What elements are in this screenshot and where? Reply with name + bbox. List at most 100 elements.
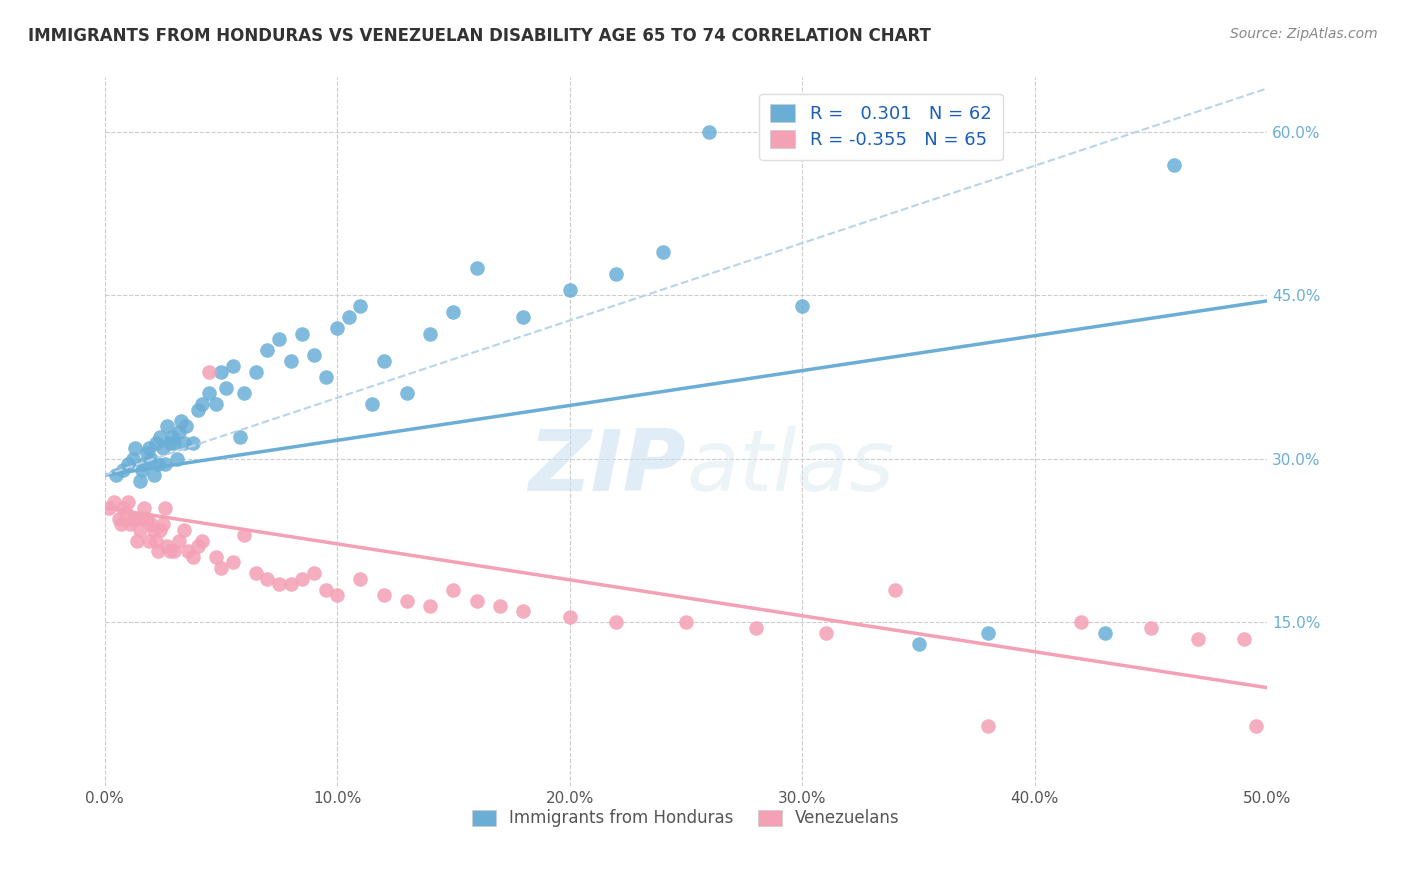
Text: ZIP: ZIP	[529, 425, 686, 508]
Point	[121, 451, 143, 466]
Point	[302, 566, 325, 581]
Point	[134, 500, 156, 515]
Point	[160, 430, 183, 444]
Point	[443, 304, 465, 318]
Point	[142, 468, 165, 483]
Point	[128, 523, 150, 537]
Point	[98, 500, 121, 515]
Point	[145, 435, 167, 450]
Point	[465, 593, 488, 607]
Point	[209, 561, 232, 575]
Point	[373, 353, 395, 368]
Point	[361, 397, 384, 411]
Point	[315, 370, 337, 384]
Point	[124, 441, 146, 455]
Point	[1070, 615, 1092, 630]
Point	[256, 343, 278, 357]
Point	[465, 261, 488, 276]
Point	[256, 572, 278, 586]
Point	[131, 512, 153, 526]
Point	[135, 446, 157, 460]
Point	[167, 533, 190, 548]
Point	[651, 244, 673, 259]
Point	[558, 610, 581, 624]
Point	[173, 435, 195, 450]
Point	[146, 544, 169, 558]
Point	[167, 425, 190, 439]
Point	[326, 321, 349, 335]
Point	[419, 599, 441, 613]
Point	[173, 523, 195, 537]
Point	[107, 512, 129, 526]
Point	[170, 414, 193, 428]
Point	[145, 533, 167, 548]
Point	[166, 451, 188, 466]
Text: atlas: atlas	[686, 425, 894, 508]
Text: IMMIGRANTS FROM HONDURAS VS VENEZUELAN DISABILITY AGE 65 TO 74 CORRELATION CHART: IMMIGRANTS FROM HONDURAS VS VENEZUELAN D…	[28, 27, 931, 45]
Point	[105, 468, 128, 483]
Point	[156, 419, 179, 434]
Point	[128, 474, 150, 488]
Point	[214, 381, 236, 395]
Point	[134, 458, 156, 472]
Point	[267, 332, 290, 346]
Point	[110, 517, 132, 532]
Point	[302, 348, 325, 362]
Point	[349, 572, 371, 586]
Point	[117, 495, 139, 509]
Point	[205, 397, 228, 411]
Point	[141, 451, 163, 466]
Point	[112, 463, 135, 477]
Point	[221, 555, 243, 569]
Point	[233, 386, 256, 401]
Point	[349, 299, 371, 313]
Point	[1094, 626, 1116, 640]
Point	[121, 512, 143, 526]
Point	[792, 299, 814, 313]
Point	[138, 533, 160, 548]
Point	[156, 539, 179, 553]
Point	[512, 310, 534, 325]
Point	[745, 621, 768, 635]
Text: Source: ZipAtlas.com: Source: ZipAtlas.com	[1230, 27, 1378, 41]
Point	[697, 125, 720, 139]
Point	[141, 517, 163, 532]
Point	[177, 544, 200, 558]
Point	[512, 604, 534, 618]
Point	[174, 419, 197, 434]
Point	[159, 544, 181, 558]
Point	[907, 637, 929, 651]
Point	[181, 549, 204, 564]
Point	[153, 458, 176, 472]
Point	[146, 458, 169, 472]
Point	[395, 593, 418, 607]
Point	[337, 310, 360, 325]
Point	[1187, 632, 1209, 646]
Point	[233, 528, 256, 542]
Point	[124, 512, 146, 526]
Point	[112, 500, 135, 515]
Point	[675, 615, 697, 630]
Point	[198, 386, 221, 401]
Point	[419, 326, 441, 341]
Point	[117, 458, 139, 472]
Point	[280, 353, 302, 368]
Point	[187, 539, 209, 553]
Point	[131, 463, 153, 477]
Point	[326, 588, 349, 602]
Point	[814, 626, 837, 640]
Point	[163, 435, 186, 450]
Point	[209, 365, 232, 379]
Point	[373, 588, 395, 602]
Point	[163, 544, 186, 558]
Point	[152, 517, 174, 532]
Point	[605, 267, 627, 281]
Point	[1233, 632, 1256, 646]
Point	[138, 441, 160, 455]
Point	[191, 397, 214, 411]
Point	[181, 435, 204, 450]
Point	[149, 523, 172, 537]
Point	[228, 430, 250, 444]
Point	[103, 495, 125, 509]
Point	[977, 626, 1000, 640]
